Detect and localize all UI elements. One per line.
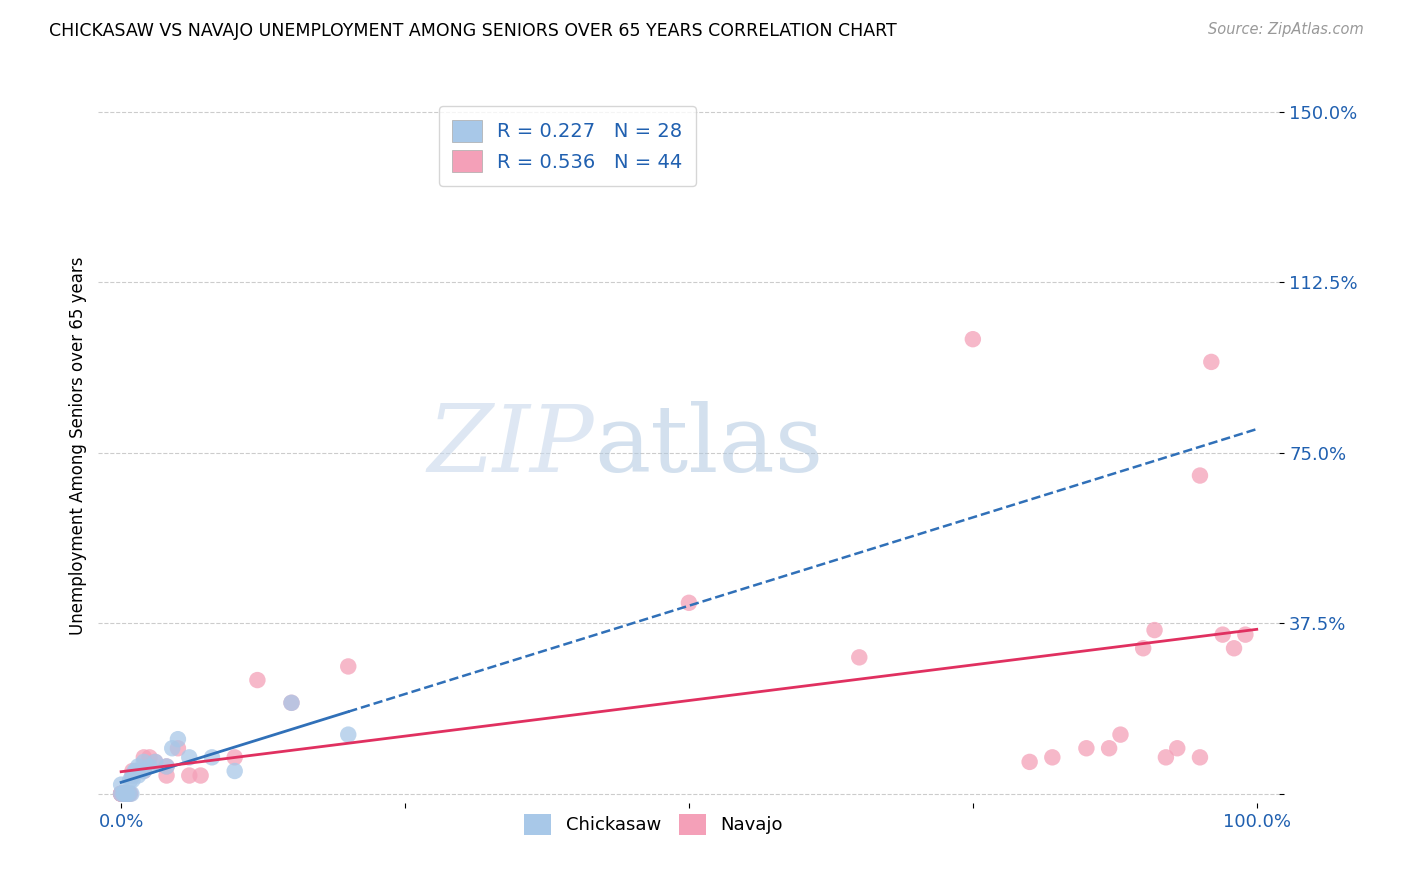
Point xyxy=(1154,750,1177,764)
Point xyxy=(120,787,142,801)
Point xyxy=(224,750,246,764)
Point xyxy=(962,332,984,346)
Point xyxy=(138,759,160,773)
Point xyxy=(1132,641,1154,656)
Point xyxy=(115,787,138,801)
Point xyxy=(1018,755,1040,769)
Point xyxy=(1143,623,1166,637)
Point xyxy=(121,768,143,782)
Point xyxy=(110,787,132,801)
Point xyxy=(337,659,360,673)
Text: atlas: atlas xyxy=(595,401,824,491)
Point xyxy=(1212,627,1234,641)
Point xyxy=(280,696,302,710)
Point xyxy=(120,773,142,788)
Point xyxy=(118,787,141,801)
Point xyxy=(121,773,143,788)
Point xyxy=(110,787,132,801)
Point xyxy=(110,787,132,801)
Point xyxy=(118,787,141,801)
Point xyxy=(162,741,183,756)
Point xyxy=(112,787,135,801)
Point xyxy=(1040,750,1063,764)
Point xyxy=(132,750,155,764)
Point xyxy=(1098,741,1121,756)
Point xyxy=(110,778,132,792)
Point xyxy=(246,673,269,687)
Point xyxy=(125,764,148,778)
Point xyxy=(127,759,149,773)
Point xyxy=(132,755,155,769)
Legend: Chickasaw, Navajo: Chickasaw, Navajo xyxy=(515,805,792,844)
Point xyxy=(114,787,136,801)
Point xyxy=(143,755,166,769)
Point xyxy=(1188,750,1211,764)
Point xyxy=(848,650,870,665)
Point xyxy=(280,696,302,710)
Point xyxy=(115,787,138,801)
Point xyxy=(132,764,155,778)
Point xyxy=(155,759,177,773)
Point xyxy=(110,787,132,801)
Point xyxy=(337,728,360,742)
Point xyxy=(131,764,153,778)
Text: ZIP: ZIP xyxy=(427,401,595,491)
Point xyxy=(155,768,177,782)
Text: Source: ZipAtlas.com: Source: ZipAtlas.com xyxy=(1208,22,1364,37)
Point xyxy=(179,750,201,764)
Point xyxy=(127,768,149,782)
Point xyxy=(167,732,190,747)
Point xyxy=(1166,741,1188,756)
Point xyxy=(124,764,146,778)
Point xyxy=(201,750,224,764)
Point xyxy=(1188,468,1211,483)
Point xyxy=(1109,728,1132,742)
Point xyxy=(115,787,138,801)
Point xyxy=(127,764,149,778)
Point xyxy=(167,741,190,756)
Text: CHICKASAW VS NAVAJO UNEMPLOYMENT AMONG SENIORS OVER 65 YEARS CORRELATION CHART: CHICKASAW VS NAVAJO UNEMPLOYMENT AMONG S… xyxy=(49,22,897,40)
Point xyxy=(121,764,143,778)
Point xyxy=(1234,627,1257,641)
Point xyxy=(121,768,143,782)
Point xyxy=(190,768,212,782)
Point xyxy=(179,768,201,782)
Point xyxy=(1223,641,1246,656)
Point xyxy=(1076,741,1098,756)
Point xyxy=(112,787,135,801)
Point xyxy=(110,787,132,801)
Point xyxy=(115,787,138,801)
Point xyxy=(132,764,155,778)
Point xyxy=(120,787,142,801)
Point xyxy=(155,759,177,773)
Point xyxy=(678,596,700,610)
Y-axis label: Unemployment Among Seniors over 65 years: Unemployment Among Seniors over 65 years xyxy=(69,257,87,635)
Point xyxy=(114,787,136,801)
Point xyxy=(143,755,166,769)
Point xyxy=(224,764,246,778)
Point xyxy=(1201,355,1223,369)
Point xyxy=(138,750,160,764)
